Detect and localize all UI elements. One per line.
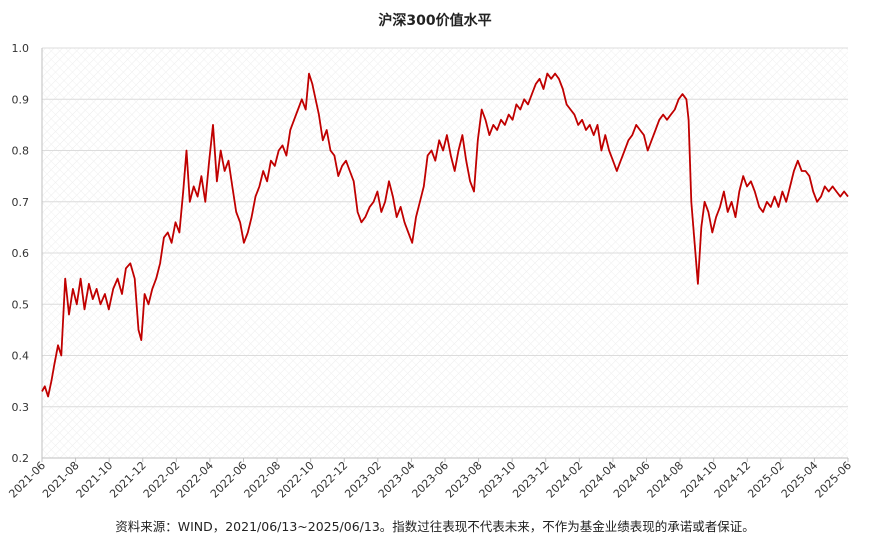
series-group bbox=[41, 72, 849, 398]
y-axis: 0.2 0.3 0.4 0.5 0.6 0.7 0.8 0.9 1.0 bbox=[12, 42, 43, 465]
gridlines bbox=[42, 47, 848, 408]
y-tick-label: 0.3 bbox=[12, 401, 30, 414]
y-tick-label: 0.8 bbox=[12, 145, 30, 158]
x-axis: 2021-062021-082021-102021-122022-022022-… bbox=[6, 457, 854, 501]
series-line bbox=[41, 72, 849, 398]
x-tick-label: 2025-06 bbox=[812, 459, 854, 501]
y-tick-label: 0.9 bbox=[12, 93, 30, 106]
y-tick-label: 1.0 bbox=[12, 42, 30, 55]
y-tick-label: 0.5 bbox=[12, 298, 30, 311]
y-tick-label: 0.6 bbox=[12, 247, 30, 260]
y-tick-label: 0.4 bbox=[12, 350, 30, 363]
y-tick-label: 0.2 bbox=[12, 452, 30, 465]
y-tick-label: 0.7 bbox=[12, 196, 30, 209]
source-footnote: 资料来源：WIND，2021/06/13~2025/06/13。指数过往表现不代… bbox=[115, 519, 755, 534]
chart-title: 沪深300价值水平 bbox=[378, 13, 492, 29]
